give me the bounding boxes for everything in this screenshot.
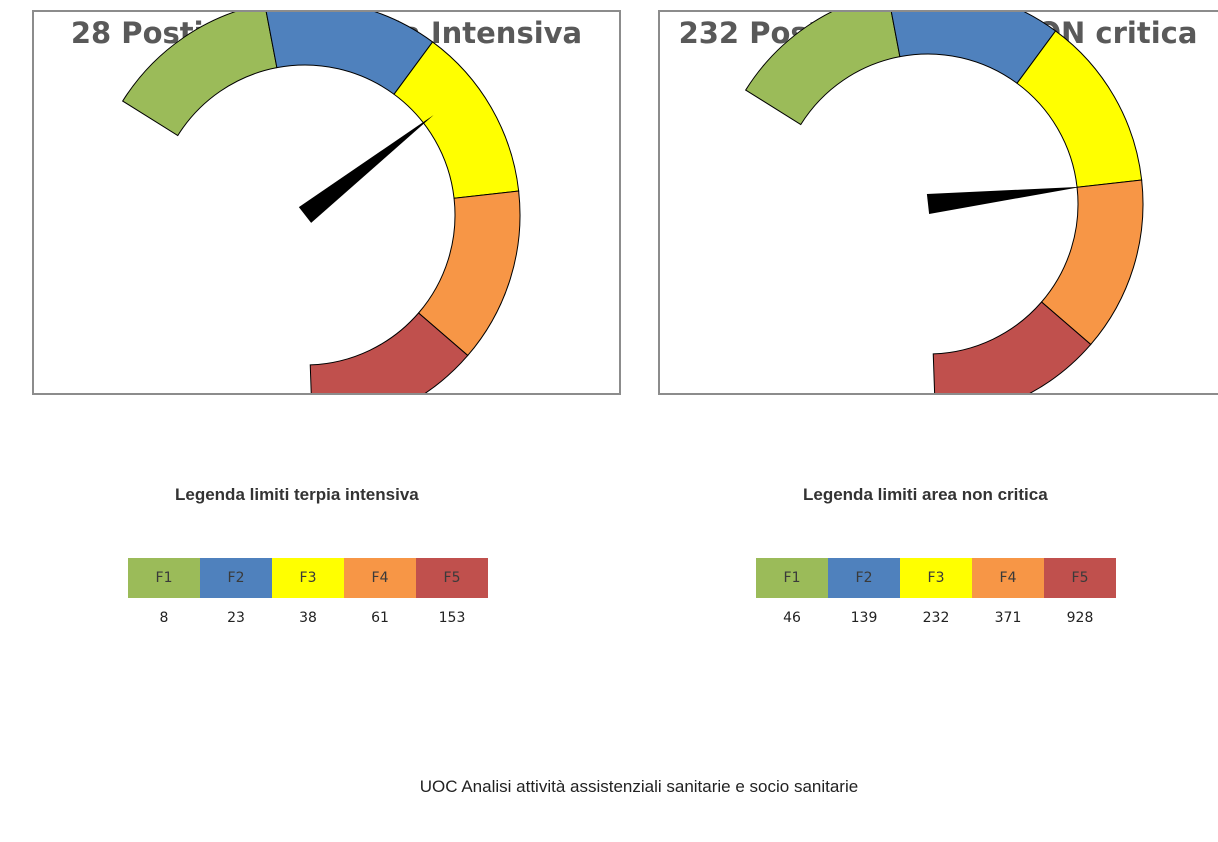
legend-limit-f2: 23 [227, 610, 245, 626]
legend-band-f5: F5 [1044, 558, 1116, 598]
legend-table-intensive: F1 F2 F3 F4 F5 8 23 38 61 153 [128, 558, 488, 638]
legend-title-non-critical: Legenda limiti area non critica [803, 485, 1048, 504]
legend-limit-f4: 371 [994, 610, 1022, 626]
legend-limit-f5: 928 [1066, 610, 1094, 626]
gauge-panel-non-critical: 232 Posti letto area NON critica [658, 10, 1218, 395]
legend-band-f5: F5 [416, 558, 488, 598]
gauge-needle [926, 186, 1083, 214]
legend-band-f2: F2 [200, 558, 272, 598]
legend-limit-f5: 153 [438, 610, 466, 626]
legend-band-f3: F3 [272, 558, 344, 598]
legend-band-f3: F3 [900, 558, 972, 598]
gauge-band-f1 [744, 12, 901, 126]
legend-limit-f3: 38 [299, 610, 317, 626]
legend-limit-f4: 61 [371, 610, 389, 626]
gauge-band-f1 [121, 12, 278, 137]
gauge-panel-intensive: 28 Posti letto Terapia Intensiva [32, 10, 621, 395]
legend-band-f1: F1 [756, 558, 828, 598]
gauge-chart-intensive [121, 12, 521, 393]
legend-band-f1: F1 [128, 558, 200, 598]
legend-table-non-critical: F1 F2 F3 F4 F5 46 139 232 371 928 [756, 558, 1116, 638]
legend-band-row: F1 F2 F3 F4 F5 [128, 558, 488, 598]
gauge-band-f5 [932, 301, 1092, 393]
legend-limit-row: 8 23 38 61 153 [128, 598, 488, 638]
legend-limit-f1: 8 [159, 610, 169, 626]
legend-band-f2: F2 [828, 558, 900, 598]
gauge-chart-non-critical [744, 12, 1144, 393]
footer-text: UOC Analisi attività assistenziali sanit… [419, 777, 859, 796]
legend-limit-f1: 46 [783, 610, 801, 626]
legend-limit-f2: 139 [850, 610, 878, 626]
gauge-needle [298, 114, 434, 223]
legend-limit-f3: 232 [922, 610, 950, 626]
legend-band-f4: F4 [344, 558, 416, 598]
gauge-band-f5 [309, 312, 469, 393]
legend-band-f4: F4 [972, 558, 1044, 598]
legend-limit-row: 46 139 232 371 928 [756, 598, 1116, 638]
legend-title-intensive: Legenda limiti terpia intensiva [175, 485, 419, 504]
legend-band-row: F1 F2 F3 F4 F5 [756, 558, 1116, 598]
